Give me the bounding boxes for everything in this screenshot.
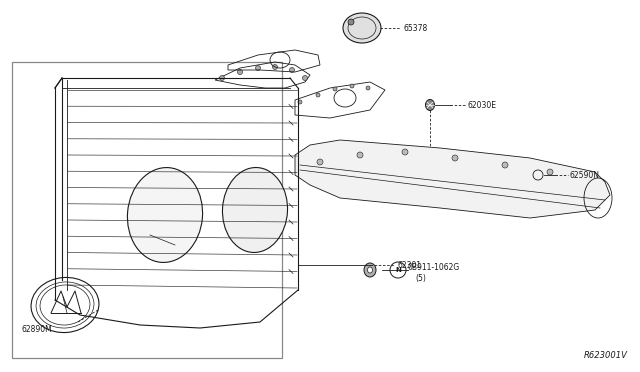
Circle shape: [303, 76, 307, 80]
Circle shape: [402, 149, 408, 155]
Circle shape: [348, 19, 354, 25]
Ellipse shape: [223, 167, 287, 253]
Ellipse shape: [127, 167, 203, 262]
Ellipse shape: [426, 99, 435, 110]
Text: 62301: 62301: [398, 260, 422, 269]
Text: 62030E: 62030E: [467, 100, 496, 109]
Circle shape: [316, 93, 320, 97]
Text: 0B911-1062G: 0B911-1062G: [408, 263, 460, 272]
Ellipse shape: [367, 267, 372, 273]
Circle shape: [289, 67, 294, 73]
Circle shape: [366, 86, 370, 90]
Text: R623001V: R623001V: [584, 351, 628, 360]
Circle shape: [317, 159, 323, 165]
Circle shape: [255, 65, 260, 71]
Circle shape: [502, 162, 508, 168]
Circle shape: [333, 87, 337, 91]
Ellipse shape: [364, 263, 376, 277]
Text: 62590N: 62590N: [570, 170, 600, 180]
Circle shape: [547, 169, 553, 175]
Text: (5): (5): [415, 273, 426, 282]
Text: 62890M: 62890M: [22, 326, 52, 334]
Ellipse shape: [343, 13, 381, 43]
Bar: [12, 62, 282, 358]
Text: 65378: 65378: [403, 23, 428, 32]
Circle shape: [237, 70, 243, 74]
Text: N: N: [395, 267, 401, 273]
Circle shape: [452, 155, 458, 161]
Circle shape: [350, 84, 354, 88]
Circle shape: [298, 100, 302, 104]
Circle shape: [220, 76, 225, 80]
Circle shape: [357, 152, 363, 158]
Polygon shape: [295, 140, 610, 218]
Circle shape: [273, 64, 278, 70]
